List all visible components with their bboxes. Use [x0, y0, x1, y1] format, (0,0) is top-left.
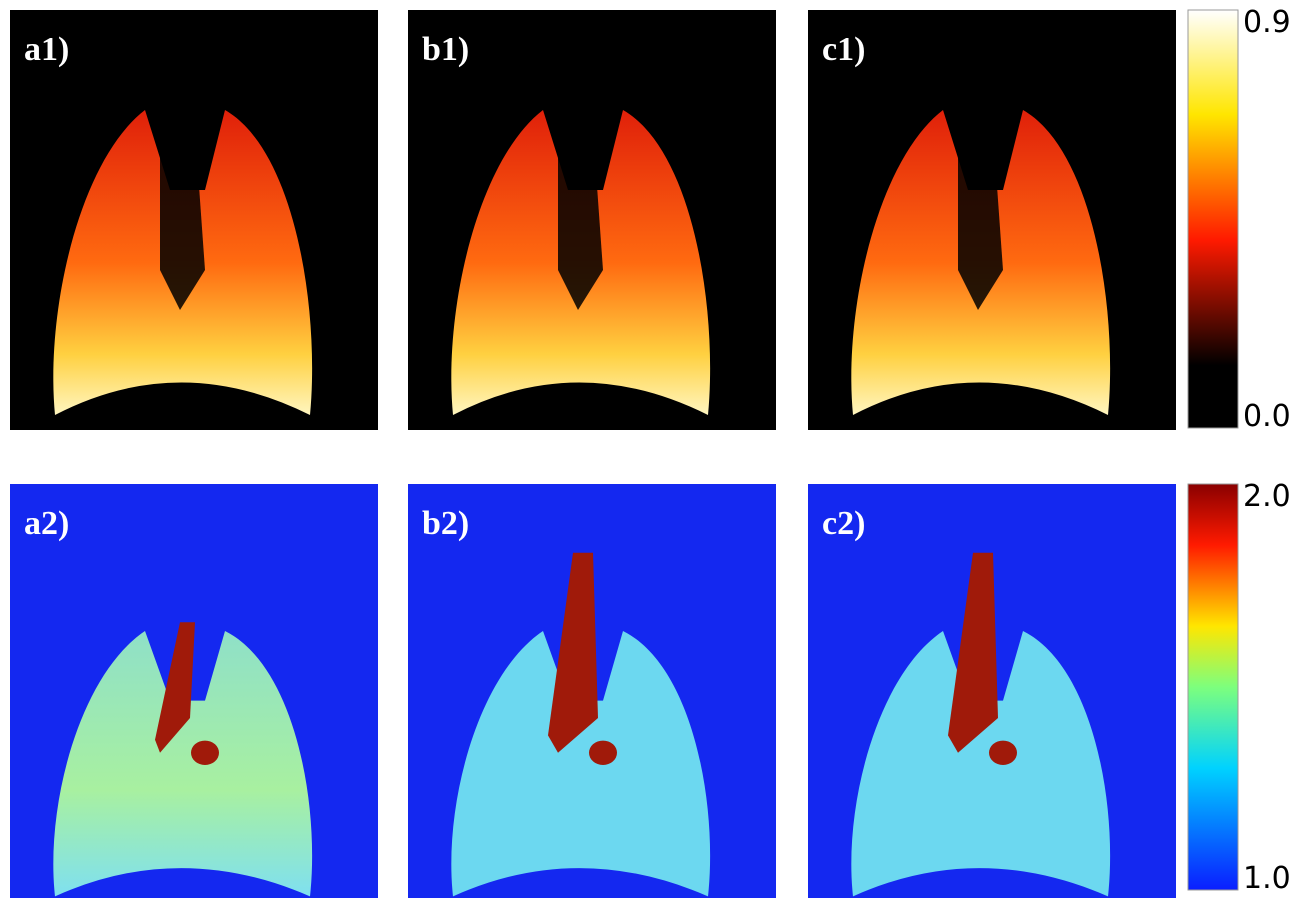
- colorbar-min: 1.0: [1243, 861, 1291, 896]
- panel-label: a2): [24, 505, 69, 542]
- colorbars: 0.9 0.0 2.0 1.0: [1188, 5, 1291, 896]
- figure: a1) b1) c1) a2) b2) c2) 0.9 0.0 2.0 1.0: [0, 0, 1293, 898]
- page: {"panels": [ {"label": "a1)"}, {"label":…: [0, 0, 1293, 898]
- colorbar: [1188, 10, 1238, 428]
- panel-label: c2): [822, 505, 865, 542]
- panel-label: a1): [24, 31, 69, 68]
- colorbar-max: 0.9: [1243, 5, 1291, 40]
- colorbar: [1188, 484, 1238, 890]
- panel: c1): [808, 10, 1176, 430]
- colorbar-max: 2.0: [1243, 479, 1291, 514]
- panel: a2): [10, 484, 378, 898]
- vessel: [589, 741, 617, 765]
- panel-label: b1): [422, 31, 469, 68]
- vessel: [989, 741, 1017, 765]
- panel-label: c1): [822, 31, 865, 68]
- panel-label: b2): [422, 505, 469, 542]
- panel: b2): [408, 484, 776, 898]
- vessel: [191, 741, 219, 765]
- panels: a1) b1) c1) a2) b2) c2): [10, 10, 1176, 898]
- panel: b1): [408, 10, 776, 430]
- panel: c2): [808, 484, 1176, 898]
- colorbar-min: 0.0: [1243, 399, 1291, 434]
- panel: a1): [10, 10, 378, 430]
